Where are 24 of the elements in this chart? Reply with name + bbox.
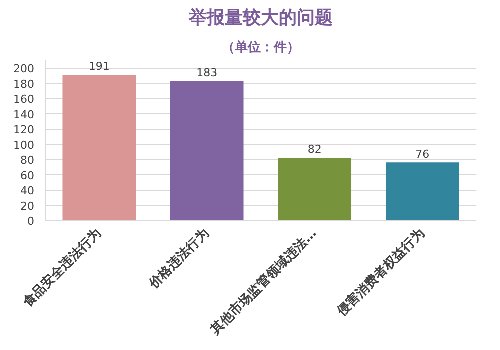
y-tick-label: 80 (20, 154, 35, 168)
y-tick-label: 200 (14, 62, 35, 76)
chart-subtitle: （单位：件） (222, 40, 300, 56)
y-tick-label: 60 (20, 169, 35, 182)
bar (170, 81, 244, 220)
chart-title: 举报量较大的问题 (188, 8, 333, 28)
x-tick-label: 价格违法行为 (145, 225, 212, 293)
bar (62, 74, 136, 220)
y-tick-label: 160 (14, 93, 35, 106)
bar (278, 158, 352, 220)
data-label: 82 (308, 143, 322, 156)
x-tick-label: 侵害消费者权益行为 (333, 225, 428, 320)
y-tick-label: 20 (20, 200, 35, 213)
x-tick-label: 食品安全违法行为 (19, 225, 105, 312)
y-tick-label: 40 (20, 184, 35, 198)
y-tick-label: 0 (28, 215, 34, 228)
y-tick-label: 180 (14, 78, 35, 91)
y-tick-label: 100 (14, 138, 35, 152)
y-tick-label: 120 (14, 124, 35, 137)
data-label: 76 (416, 148, 430, 161)
data-label: 183 (196, 66, 218, 80)
data-label: 191 (88, 60, 110, 74)
y-tick-label: 140 (14, 108, 35, 122)
bar (386, 162, 460, 220)
